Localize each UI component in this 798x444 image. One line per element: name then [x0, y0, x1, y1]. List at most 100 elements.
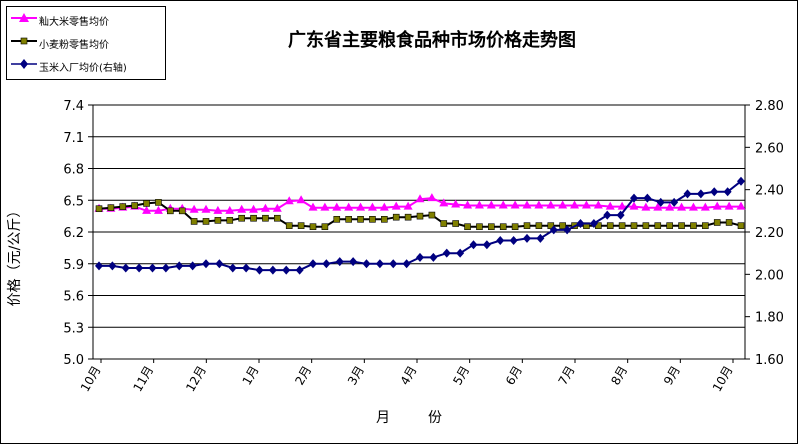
data-point-rice	[379, 202, 389, 211]
data-point-flour	[737, 222, 745, 229]
data-point-corn	[416, 252, 424, 262]
data-point-rice	[629, 201, 639, 210]
data-point-corn	[255, 265, 264, 275]
data-point-flour	[119, 203, 127, 210]
data-point-rice	[605, 201, 615, 210]
legend-item-corn: 玉米入厂均价(右轴)	[11, 57, 161, 75]
x-tick-label: 7月	[556, 364, 578, 388]
data-point-rice	[451, 199, 461, 208]
y-tick-label-left: 7.1	[63, 131, 84, 146]
data-point-rice	[142, 205, 152, 214]
data-point-corn	[429, 252, 438, 262]
data-point-flour	[381, 216, 388, 223]
legend-label-rice: 籼大米零售均价	[39, 17, 109, 28]
data-point-rice	[712, 201, 722, 210]
legend-swatch-flour	[11, 37, 37, 45]
y-axis-label: 价格（元/公斤）	[7, 203, 23, 307]
x-tick-label: 1月	[240, 364, 262, 388]
data-point-corn	[282, 265, 291, 275]
data-point-corn	[161, 263, 170, 273]
y-tick-label-left: 5.6	[63, 290, 84, 305]
x-tick-label: 4月	[398, 364, 420, 388]
data-point-rice	[534, 200, 544, 209]
data-point-corn	[442, 248, 451, 258]
data-point-flour	[559, 222, 566, 229]
data-point-rice	[201, 204, 211, 213]
data-point-rice	[344, 202, 354, 211]
data-point-flour	[488, 223, 495, 231]
y-tick-label-left: 5.0	[63, 353, 84, 368]
legend-item-flour: 小麦粉零售均价	[11, 34, 161, 52]
data-point-flour	[464, 223, 471, 231]
data-point-flour	[511, 223, 519, 231]
data-point-rice	[581, 200, 591, 209]
data-point-corn	[523, 233, 531, 243]
y-tick-label-right: 1.80	[755, 311, 784, 326]
data-point-flour	[131, 202, 138, 209]
y-tick-label-left: 6.5	[63, 194, 84, 209]
data-point-corn	[616, 210, 625, 220]
data-point-flour	[618, 222, 626, 229]
data-point-flour	[404, 213, 412, 221]
data-point-flour	[155, 199, 162, 206]
data-point-rice	[332, 202, 342, 211]
data-point-rice	[736, 201, 746, 210]
x-tick-label: 6月	[503, 364, 525, 388]
data-point-corn	[202, 259, 210, 269]
data-point-corn	[148, 263, 157, 273]
data-point-flour	[476, 223, 483, 231]
x-tick-label: 9月	[661, 364, 683, 388]
y-tick-label-left: 5.9	[63, 258, 84, 273]
data-point-rice	[570, 200, 580, 209]
data-point-corn	[108, 261, 117, 271]
y-tick-label-right: 2.80	[755, 99, 784, 114]
data-point-corn	[188, 261, 197, 271]
data-point-corn	[603, 210, 612, 220]
data-point-rice	[356, 202, 366, 211]
data-point-flour	[297, 222, 305, 229]
data-point-flour	[321, 223, 329, 231]
data-point-flour	[654, 222, 662, 229]
data-point-flour	[250, 214, 257, 222]
data-point-rice	[320, 202, 330, 211]
data-point-corn	[496, 235, 505, 245]
data-point-corn	[563, 225, 572, 235]
data-point-flour	[238, 214, 245, 222]
data-point-rice	[665, 202, 675, 211]
data-point-rice	[593, 200, 603, 209]
data-point-corn	[295, 265, 304, 275]
data-point-flour	[357, 216, 364, 223]
data-point-rice	[724, 201, 734, 210]
data-point-flour	[392, 213, 400, 221]
data-point-corn	[242, 263, 251, 273]
data-point-rice	[213, 205, 223, 214]
data-point-corn	[643, 193, 652, 203]
data-point-flour	[642, 222, 650, 229]
data-point-rice	[367, 202, 377, 211]
data-point-flour	[523, 222, 531, 229]
data-point-corn	[482, 240, 491, 250]
data-point-rice	[653, 202, 663, 211]
data-point-rice	[189, 204, 199, 213]
legend: 籼大米零售均价 小麦粉零售均价 玉米入厂均价(右轴)	[6, 6, 166, 80]
data-point-corn	[696, 189, 705, 199]
y-tick-label-left: 6.2	[63, 226, 84, 241]
y-tick-label-right: 2.60	[755, 141, 784, 156]
data-point-flour	[285, 222, 293, 229]
x-tick-label: 12月	[183, 364, 209, 395]
data-point-flour	[452, 220, 459, 227]
data-point-corn	[402, 259, 411, 269]
x-axis-label: 月 份	[376, 410, 454, 426]
data-point-flour	[499, 223, 507, 231]
data-point-rice	[474, 200, 484, 209]
data-point-flour	[725, 219, 733, 226]
data-point-corn	[656, 197, 665, 207]
legend-swatch-corn	[11, 59, 37, 69]
data-point-rice	[498, 200, 508, 209]
data-point-flour	[178, 207, 186, 215]
data-point-flour	[167, 207, 174, 215]
data-point-corn	[335, 257, 344, 267]
data-point-flour	[440, 220, 448, 227]
data-point-corn	[268, 265, 277, 275]
